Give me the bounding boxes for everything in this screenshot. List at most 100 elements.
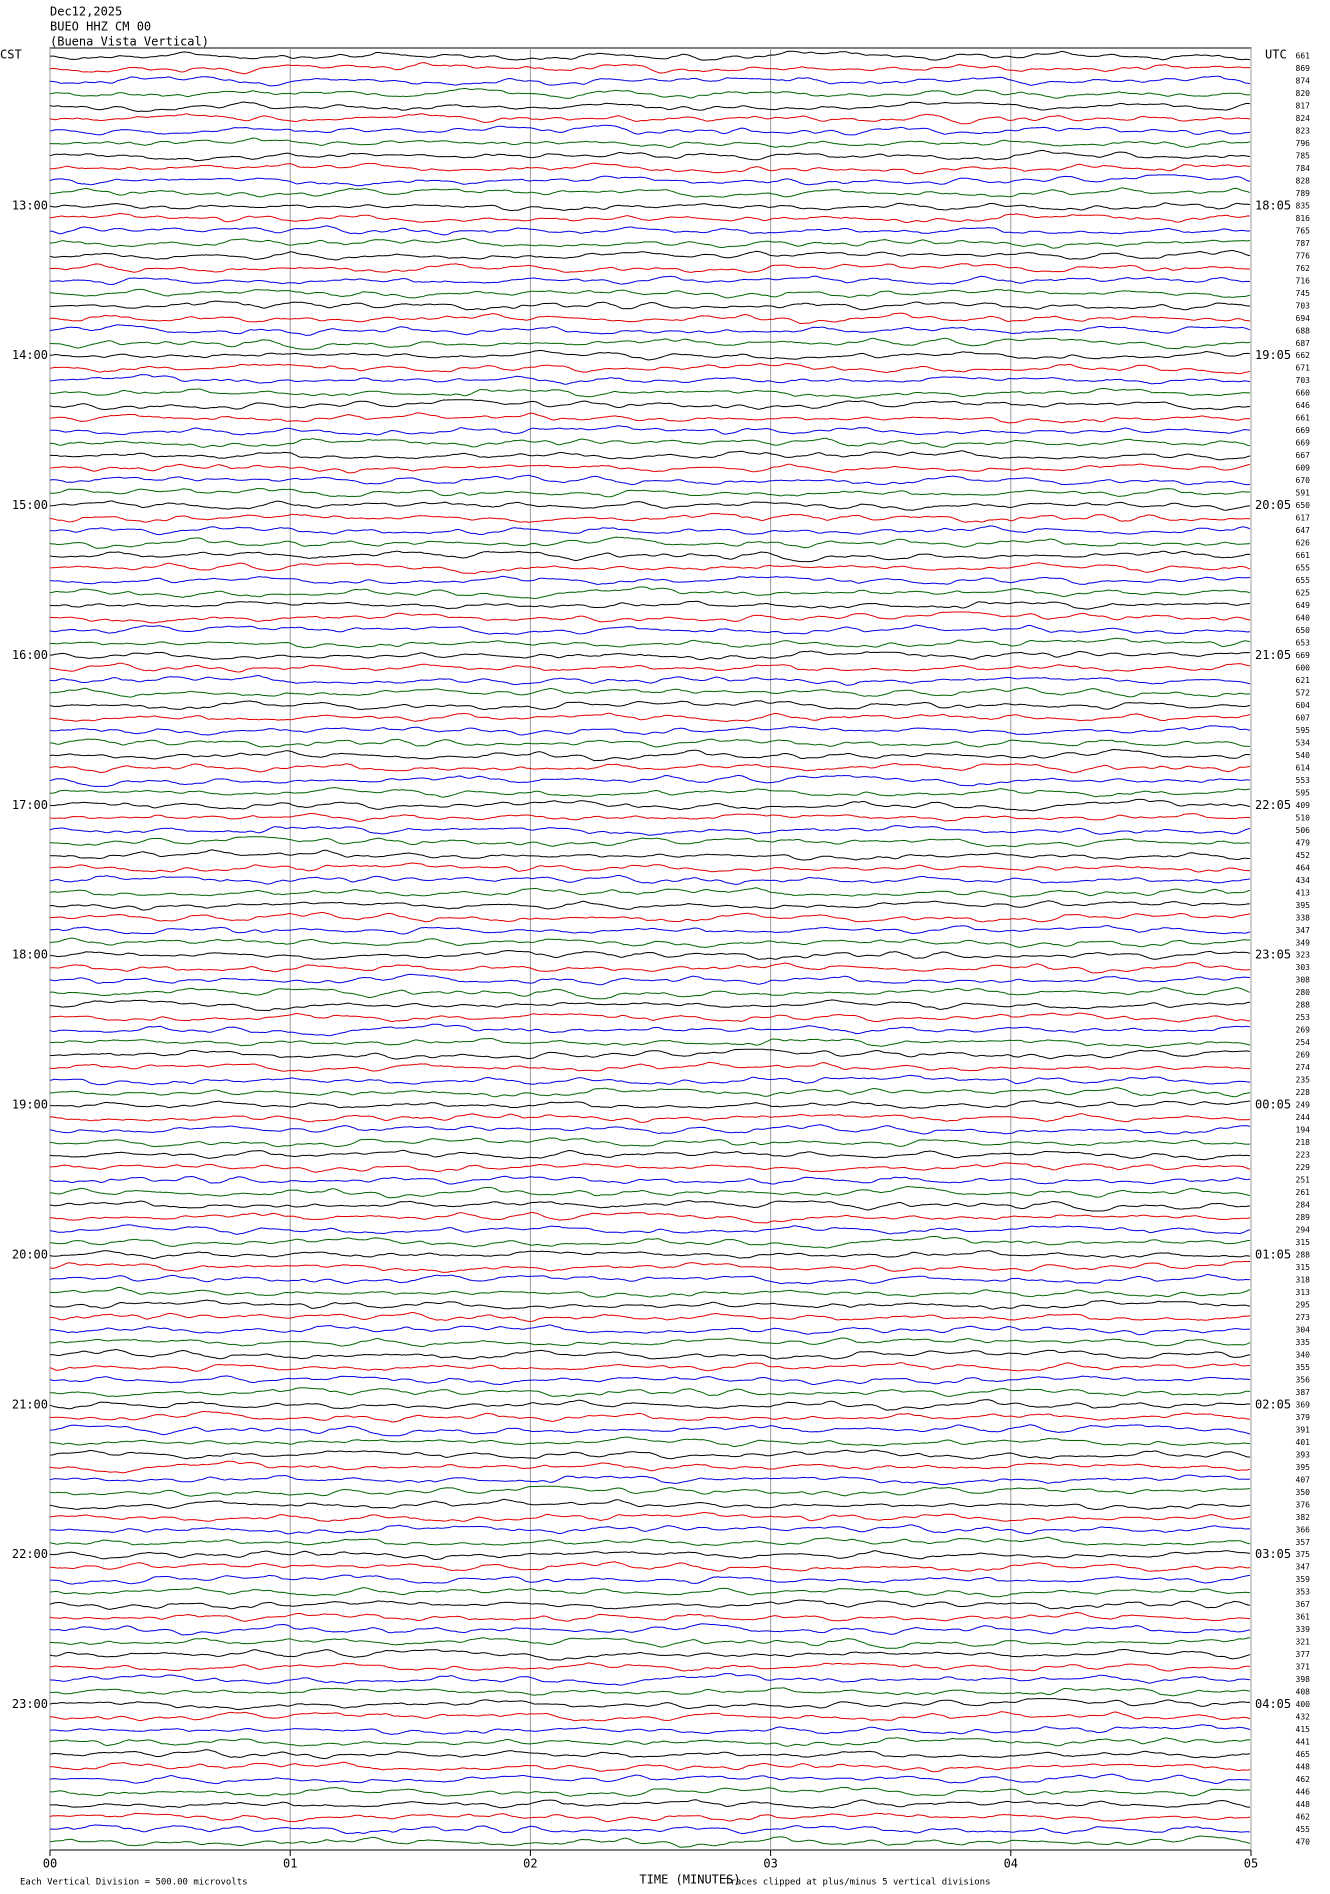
trace-value: 655	[1296, 576, 1311, 585]
trace-value: 716	[1296, 276, 1311, 285]
left-timezone: CST	[0, 48, 22, 62]
trace	[49, 1786, 1251, 1797]
trace	[49, 973, 1250, 986]
trace	[49, 1362, 1250, 1372]
trace-value: 640	[1296, 614, 1311, 623]
trace-value: 254	[1296, 1038, 1311, 1047]
trace-value: 510	[1296, 813, 1311, 822]
trace-value: 391	[1296, 1425, 1311, 1434]
trace-value: 661	[1296, 414, 1311, 423]
trace	[49, 1550, 1251, 1561]
trace	[49, 1611, 1251, 1622]
trace	[49, 1250, 1251, 1259]
trace	[49, 637, 1251, 649]
trace-value: 398	[1296, 1675, 1311, 1684]
trace-value: 400	[1296, 1700, 1311, 1709]
trace	[49, 324, 1251, 336]
trace	[49, 1261, 1250, 1274]
trace	[49, 1149, 1251, 1161]
trace-value: 349	[1296, 938, 1311, 947]
left-hour-label: 21:00	[12, 1397, 48, 1411]
trace	[49, 887, 1251, 898]
trace	[49, 1824, 1251, 1835]
trace-value: 244	[1296, 1113, 1311, 1122]
trace-value: 646	[1296, 401, 1311, 410]
trace	[49, 1012, 1251, 1023]
trace	[49, 1737, 1251, 1747]
trace	[49, 1460, 1251, 1474]
trace-value: 662	[1296, 351, 1311, 360]
trace	[49, 1623, 1251, 1636]
trace-value: 823	[1296, 126, 1311, 135]
trace-value: 595	[1296, 726, 1311, 735]
trace	[49, 1749, 1251, 1760]
trace	[50, 288, 1251, 299]
trace-value: 377	[1296, 1650, 1311, 1659]
trace	[50, 1724, 1251, 1735]
trace-value: 228	[1296, 1088, 1311, 1097]
trace-value: 452	[1296, 851, 1311, 860]
trace-value: 464	[1296, 863, 1311, 872]
trace-value: 253	[1296, 1013, 1311, 1022]
trace-value: 361	[1296, 1613, 1311, 1622]
left-hour-label: 17:00	[12, 798, 48, 812]
trace-value: 371	[1296, 1663, 1311, 1672]
plot-frame	[49, 47, 1252, 1851]
trace	[49, 611, 1251, 624]
trace	[49, 1087, 1251, 1098]
trace-value: 280	[1296, 988, 1311, 997]
trace-value: 376	[1296, 1500, 1311, 1509]
trace-value: 289	[1296, 1213, 1311, 1222]
trace-value: 347	[1296, 1563, 1311, 1572]
trace	[49, 1211, 1251, 1224]
trace	[49, 849, 1250, 861]
trace-value: 448	[1296, 1763, 1311, 1772]
trace	[49, 101, 1251, 113]
right-hour-label: 19:05	[1255, 348, 1291, 362]
trace	[49, 725, 1251, 736]
x-tick-label: 05	[1244, 1857, 1258, 1871]
trace-value: 455	[1296, 1825, 1311, 1834]
right-hour-label: 04:05	[1255, 1697, 1291, 1711]
trace	[49, 1536, 1251, 1547]
trace-value: 393	[1296, 1450, 1311, 1459]
trace	[49, 900, 1251, 911]
trace-value: 470	[1296, 1838, 1311, 1847]
x-tick-label: 03	[763, 1857, 777, 1871]
trace	[49, 1485, 1251, 1497]
trace	[49, 1200, 1251, 1212]
trace-value: 223	[1296, 1151, 1311, 1160]
left-hour-label: 14:00	[12, 348, 48, 362]
left-hour-label: 22:00	[12, 1547, 48, 1561]
trace-value: 273	[1296, 1313, 1311, 1322]
trace-value: 355	[1296, 1363, 1311, 1372]
trace-value: 441	[1296, 1738, 1311, 1747]
trace	[49, 1673, 1250, 1686]
x-tick-label: 00	[43, 1857, 57, 1871]
right-hour-label: 01:05	[1255, 1247, 1291, 1261]
trace-value: 534	[1296, 738, 1311, 747]
trace	[49, 1687, 1251, 1697]
trace	[49, 487, 1250, 498]
chart-title: Dec12,2025	[50, 5, 122, 19]
trace	[49, 1474, 1251, 1486]
trace-value: 835	[1296, 201, 1311, 210]
trace	[50, 349, 1251, 361]
trace	[49, 1648, 1251, 1661]
trace-value: 688	[1296, 326, 1311, 335]
trace	[49, 1048, 1251, 1060]
trace	[50, 75, 1251, 87]
trace-value: 357	[1296, 1538, 1311, 1547]
trace	[49, 862, 1250, 873]
trace-value: 295	[1296, 1300, 1311, 1309]
trace	[50, 1574, 1251, 1585]
trace-value: 284	[1296, 1201, 1311, 1210]
trace	[49, 1038, 1251, 1049]
right-hour-label: 18:05	[1255, 198, 1291, 212]
trace-value: 572	[1296, 688, 1311, 697]
trace-value: 653	[1296, 639, 1311, 648]
trace	[49, 1662, 1251, 1672]
trace	[49, 1074, 1251, 1086]
trace-value: 824	[1296, 114, 1311, 123]
trace-value: 375	[1296, 1550, 1311, 1559]
